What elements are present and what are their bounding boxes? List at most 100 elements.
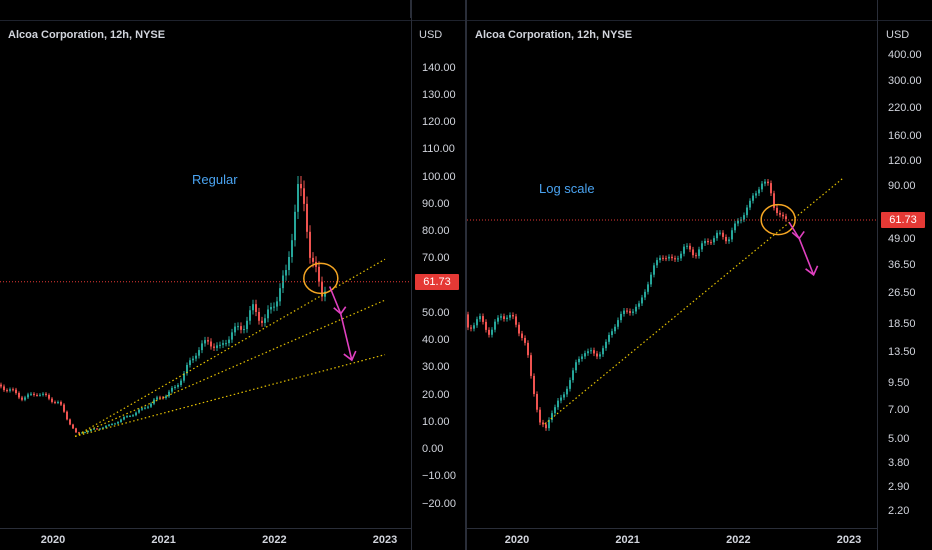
candle-body — [270, 307, 272, 310]
candle-body — [581, 356, 583, 359]
currency-label: USD — [886, 29, 910, 41]
y-tick-label: 220.00 — [888, 101, 922, 114]
candle-body — [18, 393, 20, 398]
candle-body — [249, 310, 251, 321]
candle-body — [306, 203, 308, 232]
y-tick-label: 80.00 — [422, 225, 450, 237]
candle-body — [57, 401, 59, 403]
candle-body — [216, 345, 218, 348]
x-tick-label: 2023 — [372, 534, 398, 546]
candle-body — [659, 257, 661, 261]
chart-plot-area[interactable] — [467, 0, 932, 550]
chart-panel-log[interactable]: Alcoa Corporation, 12h, NYSE Log scale U… — [467, 0, 932, 550]
candle-body — [264, 318, 266, 323]
candle-body — [114, 423, 116, 425]
candle-body — [198, 350, 200, 356]
candle-body — [3, 386, 5, 391]
candle-body — [506, 317, 508, 319]
candle-body — [566, 388, 568, 395]
candle-body — [240, 326, 242, 330]
candle-body — [518, 324, 520, 334]
candle-body — [695, 255, 697, 257]
candle-body — [261, 320, 263, 323]
candle-body — [755, 193, 757, 196]
y-tick-label: 90.00 — [422, 197, 450, 210]
candle-body — [698, 249, 700, 256]
y-tick-label: 9.50 — [888, 376, 910, 389]
candle-body — [234, 326, 236, 333]
candle-body — [725, 236, 727, 242]
candle-body — [105, 425, 107, 428]
candle-body — [66, 411, 68, 420]
candle-body — [123, 417, 125, 420]
candle-body — [731, 230, 733, 240]
candle-body — [291, 240, 293, 257]
candle-body — [668, 256, 670, 259]
chart-panel-regular[interactable]: Alcoa Corporation, 12h, NYSE Regular USD… — [0, 0, 465, 550]
candle-body — [99, 428, 101, 430]
y-tick-label: 120.00 — [888, 154, 922, 167]
candle-body — [255, 304, 257, 312]
candle-body — [30, 393, 32, 395]
candle-body — [683, 246, 685, 254]
candle-body — [752, 195, 754, 201]
candle-body — [12, 389, 14, 391]
y-tick-label: 2.90 — [888, 480, 910, 493]
candle-body — [671, 256, 673, 259]
candle-body — [183, 373, 185, 381]
candle-body — [21, 397, 23, 400]
candle-body — [228, 339, 230, 344]
candle-body — [470, 327, 472, 329]
candle-body — [300, 183, 302, 189]
candle-body — [156, 397, 158, 400]
trendline — [544, 177, 844, 425]
candle-body — [15, 389, 17, 394]
y-tick-label: 130.00 — [422, 88, 456, 101]
candle-body — [767, 181, 769, 184]
candle-body — [569, 380, 571, 389]
candle-body — [638, 303, 640, 307]
candle-body — [165, 396, 167, 399]
candle-body — [72, 424, 74, 429]
candle-body — [587, 351, 589, 354]
x-tick-label: 2021 — [151, 534, 176, 546]
candle-body — [722, 232, 724, 237]
y-tick-label: 70.00 — [422, 252, 450, 265]
candle-body — [494, 321, 496, 330]
candle-body — [653, 265, 655, 275]
candle-body — [9, 389, 11, 391]
candle-body — [644, 291, 646, 298]
candle-body — [180, 380, 182, 386]
candle-body — [45, 393, 47, 395]
trendline — [74, 258, 386, 437]
candle-body — [542, 422, 544, 425]
candle-body — [213, 346, 215, 348]
candle-body — [674, 258, 676, 260]
candle-body — [746, 207, 748, 216]
candle-body — [551, 413, 553, 420]
candle-body — [749, 200, 751, 208]
panel-divider[interactable] — [465, 0, 467, 550]
candle-body — [665, 258, 667, 260]
candle-body — [297, 183, 299, 212]
candle-body — [488, 329, 490, 335]
y-tick-label: 110.00 — [422, 143, 455, 156]
y-tick-label: 5.00 — [888, 433, 910, 445]
trendline — [74, 354, 386, 437]
y-tick-label: 13.50 — [888, 346, 916, 359]
candle-body — [614, 326, 616, 332]
candle-body — [174, 386, 176, 388]
candle-body — [710, 242, 712, 244]
candle-body — [602, 348, 604, 355]
candle-body — [485, 321, 487, 330]
trend-arrow-head — [333, 306, 347, 315]
candle-body — [782, 214, 784, 217]
time-axis-line — [467, 528, 877, 529]
price-axis[interactable]: USD 400.00 300.00 220.00 160.00 120.00 90.00 4… — [877, 0, 932, 550]
candle-body — [90, 429, 92, 431]
chart-plot-area[interactable] — [0, 0, 465, 550]
y-tick-label: 10.00 — [422, 415, 450, 428]
x-tick-label: 2021 — [615, 534, 640, 546]
candle-body — [273, 306, 275, 308]
candle-body — [785, 216, 787, 220]
